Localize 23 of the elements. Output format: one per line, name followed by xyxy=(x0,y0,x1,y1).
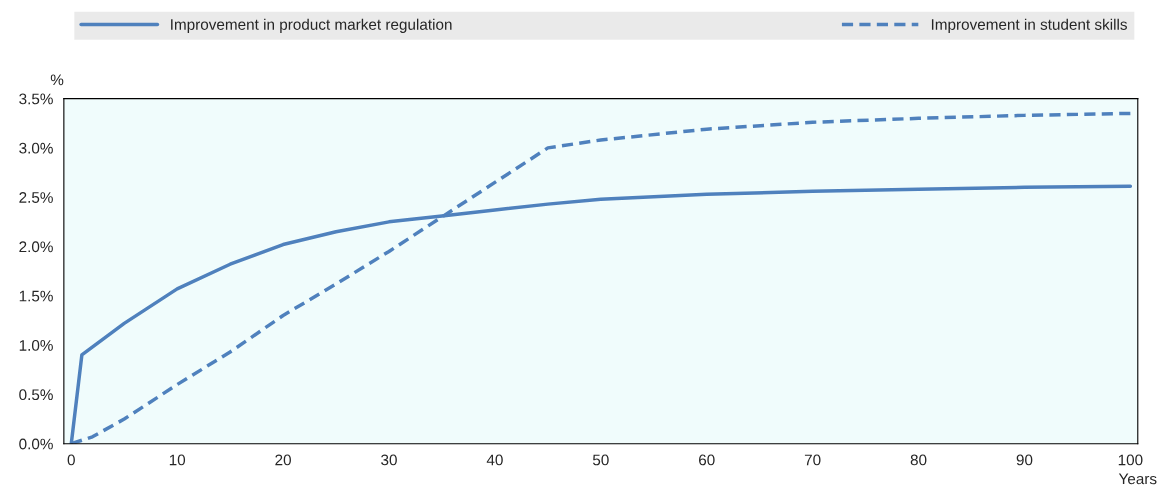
x-tick-label: 90 xyxy=(1016,454,1033,466)
y-axis-title: % xyxy=(50,74,64,86)
y-tick-label: 3.5% xyxy=(19,93,53,105)
legend-label: Improvement in product market regulation xyxy=(171,18,452,33)
x-axis-title: Years xyxy=(1118,473,1157,485)
y-tick-label: 2.0% xyxy=(19,241,53,253)
x-tick-label: 70 xyxy=(804,454,821,466)
y-tick-label: 2.5% xyxy=(19,192,53,203)
y-tick-label: 0.0% xyxy=(19,438,53,450)
x-tick-label: 10 xyxy=(169,454,186,466)
x-tick-label: 40 xyxy=(486,454,503,466)
x-tick-label: 60 xyxy=(699,454,715,466)
x-tick-label: 80 xyxy=(910,454,927,466)
legend-label: Improvement in student skills xyxy=(931,18,1127,33)
y-tick-label: 1.0% xyxy=(19,339,53,351)
x-tick-label: 50 xyxy=(592,454,609,466)
y-tick-label: 3.0% xyxy=(19,142,53,154)
x-tick-label: 100 xyxy=(1118,454,1143,466)
y-tick-label: 0.5% xyxy=(19,389,53,401)
x-tick-label: 20 xyxy=(275,454,291,466)
x-tick-label: 30 xyxy=(381,454,397,466)
x-tick-label: 0 xyxy=(67,454,75,466)
y-tick-label: 1.5% xyxy=(19,290,53,302)
